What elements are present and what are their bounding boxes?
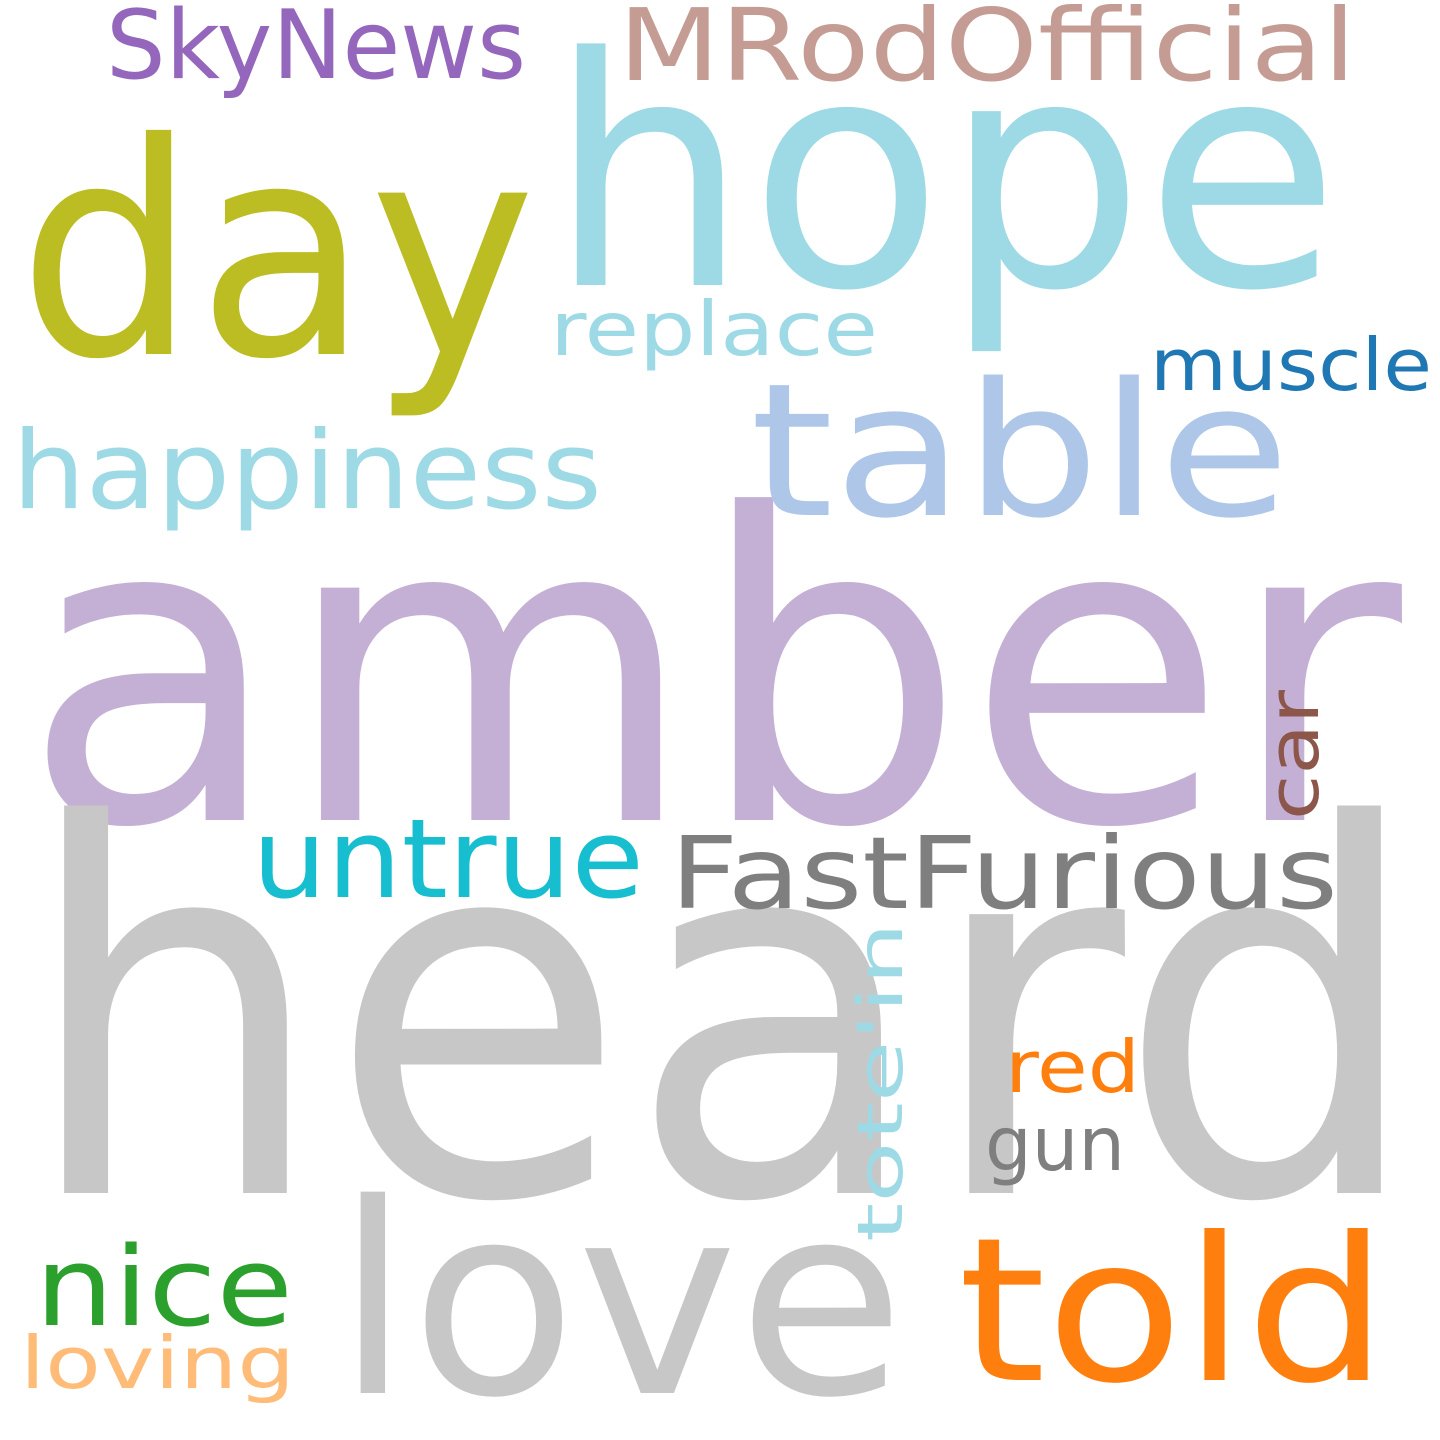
word-fastfurious: FastFurious: [670, 815, 1338, 932]
word-muscle: muscle: [1150, 323, 1432, 407]
word-table: table: [750, 343, 1290, 559]
word-amber: amber: [22, 427, 1407, 921]
word-mrodofficial: MRodOfficial: [618, 0, 1356, 104]
word-love: love: [335, 1148, 905, 1440]
word-hope: hope: [548, 0, 1340, 360]
word-loving: loving: [20, 1321, 295, 1405]
word-nice: nice: [35, 1223, 293, 1351]
word-replace: replace: [550, 285, 878, 373]
word-skynews: SkyNews: [106, 0, 526, 101]
word-untrue: untrue: [252, 795, 644, 923]
word-gun: gun: [985, 1100, 1125, 1188]
word-day: day: [18, 80, 536, 424]
word-tote-in: tote'in: [844, 922, 917, 1242]
word-told: told: [958, 1195, 1388, 1428]
word-car: car: [1253, 690, 1335, 820]
word-red: red: [1005, 1025, 1140, 1109]
word-happiness: happiness: [12, 409, 602, 534]
word-heard: heard: [20, 721, 1425, 1314]
